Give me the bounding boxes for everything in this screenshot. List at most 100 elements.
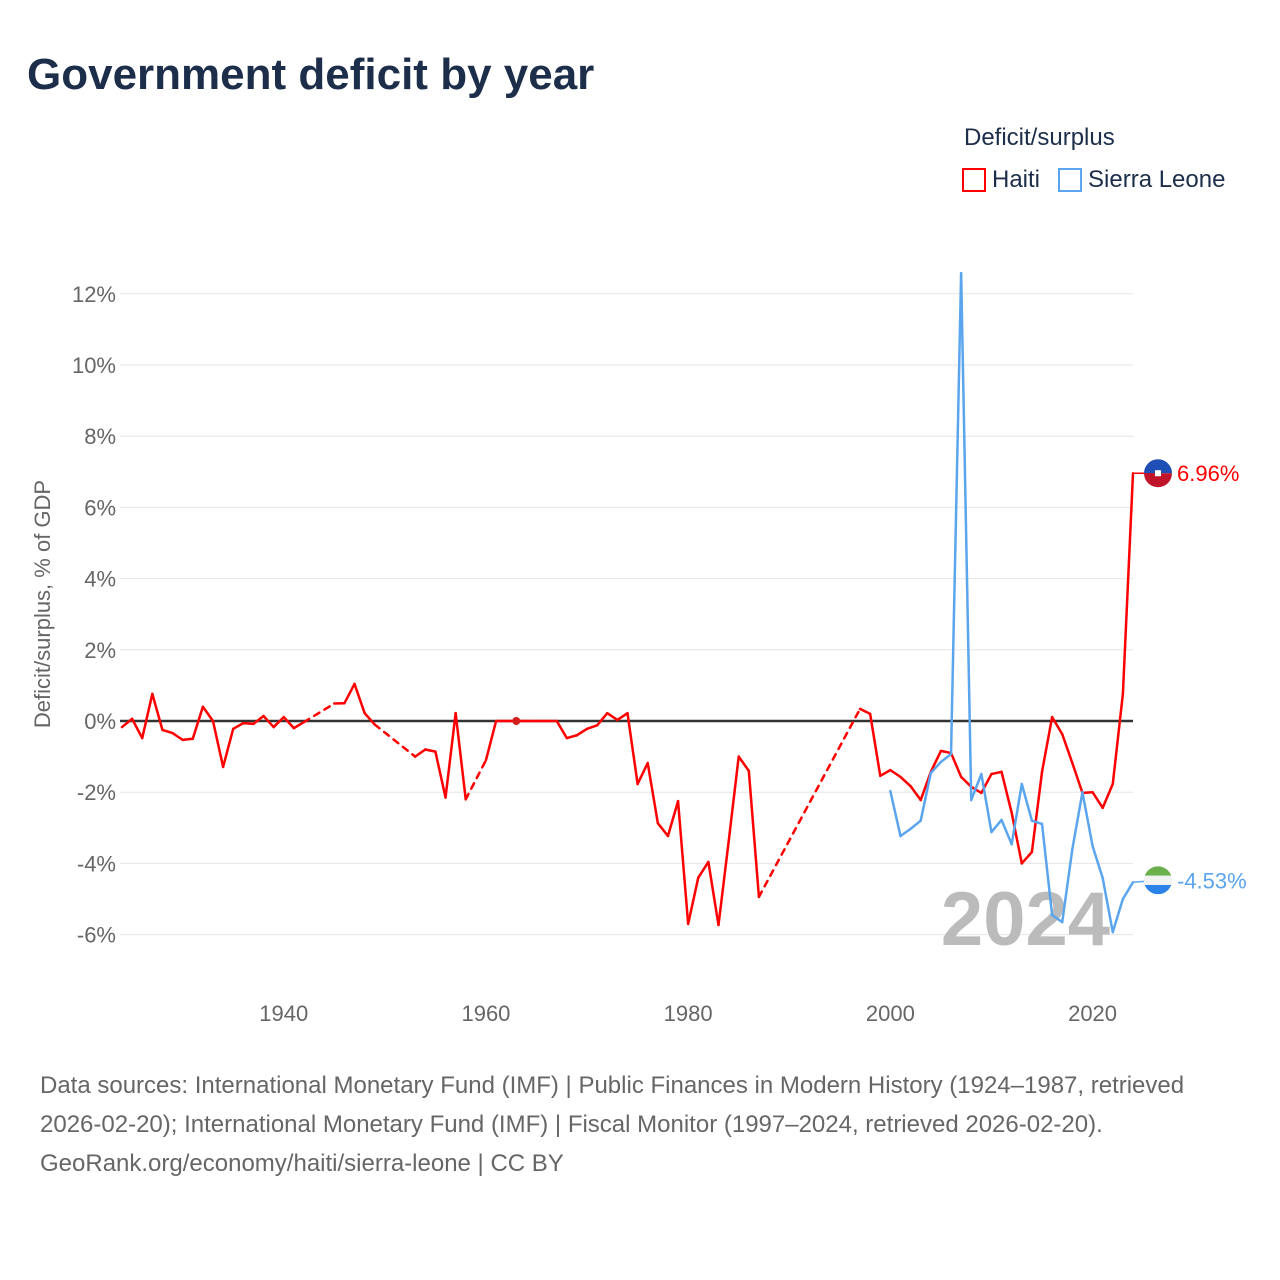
- series-segment-haiti: [413, 748, 427, 758]
- series-segment-haiti: [1050, 715, 1064, 736]
- series-segment-haiti: [595, 711, 609, 727]
- series-segment-haiti: [697, 860, 710, 879]
- y-tick-label: -4%: [77, 851, 116, 876]
- series-segment-sierra-leone: [1111, 897, 1125, 934]
- series-segment-haiti: [565, 733, 579, 740]
- series-segment-haiti: [151, 692, 164, 732]
- series-segment-haiti: [464, 758, 488, 801]
- series-segment-haiti: [444, 711, 457, 799]
- year-watermark: 2024: [941, 877, 1110, 962]
- series-segment-haiti: [868, 712, 882, 778]
- series-segment-haiti: [555, 719, 569, 740]
- x-tick-label: 2000: [866, 1001, 915, 1026]
- series-segment-haiti: [1010, 811, 1024, 865]
- series-segment-haiti: [959, 775, 973, 789]
- series-segment-sierra-leone: [1060, 847, 1074, 924]
- series-segment-haiti: [717, 840, 730, 927]
- series-segment-haiti: [201, 705, 215, 723]
- x-tick-label: 2020: [1068, 1001, 1117, 1026]
- series-segment-haiti: [231, 721, 245, 731]
- series-segment-haiti: [272, 715, 286, 729]
- series-segment-haiti: [161, 728, 174, 735]
- series-segment-haiti: [1101, 782, 1115, 810]
- legend-item-sierra-leone[interactable]: Sierra Leone: [1058, 166, 1225, 194]
- series-segment-sierra-leone: [929, 760, 943, 775]
- end-label-sierra-leone: -4.53%: [1177, 868, 1247, 893]
- series-segment-sierra-leone: [1071, 790, 1084, 851]
- series-segment-sierra-leone: [990, 818, 1003, 834]
- y-tick-label: 8%: [84, 424, 116, 449]
- series-segment-haiti: [949, 751, 963, 779]
- y-tick-label: -6%: [77, 923, 116, 948]
- series-segment-haiti: [899, 775, 912, 788]
- series-segment-haiti: [990, 770, 1003, 776]
- series-segment-haiti: [424, 748, 437, 753]
- x-tick-label: 1980: [664, 1001, 713, 1026]
- series-segment-sierra-leone: [1010, 782, 1024, 846]
- series-segment-haiti: [1060, 732, 1074, 765]
- series-segment-sierra-leone: [1101, 876, 1115, 934]
- flag-haiti-icon: [1144, 459, 1172, 488]
- series-segment-haiti: [302, 702, 336, 724]
- series-segment-sierra-leone: [1000, 818, 1013, 846]
- flag-band: [1144, 473, 1172, 488]
- series-segment-haiti: [575, 727, 589, 737]
- flag-band: [1144, 884, 1172, 895]
- series-segment-haiti: [373, 723, 417, 758]
- series-segment-sierra-leone: [1121, 881, 1135, 901]
- legend: Haiti Sierra Leone: [962, 166, 1225, 194]
- series-segment-haiti: [646, 761, 660, 825]
- series-segment-haiti: [929, 749, 943, 774]
- legend-item-haiti[interactable]: Haiti: [962, 166, 1040, 194]
- series-segment-haiti: [221, 727, 235, 769]
- series-segment-haiti: [666, 799, 680, 838]
- series-segment-haiti: [1000, 770, 1013, 815]
- series-segment-sierra-leone: [959, 271, 973, 802]
- flag-band: [1144, 866, 1172, 876]
- legend-label-haiti: Haiti: [992, 166, 1041, 193]
- series-segment-haiti: [939, 749, 953, 755]
- series-segment-haiti: [636, 761, 649, 786]
- series-segment-haiti: [1040, 715, 1054, 774]
- series-segment-haiti: [1081, 790, 1094, 795]
- series-segment-haiti: [181, 737, 195, 742]
- series-segment-haiti: [909, 784, 922, 802]
- series-segment-haiti: [747, 769, 761, 899]
- series-segment-sierra-leone: [1091, 844, 1104, 880]
- series-segment-haiti: [1121, 471, 1135, 696]
- series-segment-haiti: [252, 714, 265, 726]
- series-segment-haiti: [343, 682, 356, 705]
- series-segment-haiti: [242, 721, 255, 726]
- series-segment-haiti: [282, 715, 296, 730]
- legend-swatch-sierra-leone: [1058, 168, 1083, 192]
- series-segment-haiti: [292, 720, 306, 730]
- series-segment-haiti: [262, 714, 275, 729]
- series-segment-haiti: [858, 707, 872, 716]
- legend-label-sierra-leone: Sierra Leone: [1088, 166, 1226, 193]
- series-segment-haiti: [484, 719, 498, 762]
- chart-title: Government deficit by year: [27, 50, 595, 99]
- series-segment-sierra-leone: [1030, 819, 1044, 826]
- y-tick-label: 0%: [84, 709, 116, 734]
- flag-band: [1144, 459, 1172, 474]
- credit-link[interactable]: GeoRank.org/economy/haiti/sierra-leone |…: [40, 1150, 564, 1177]
- series-segment-haiti: [686, 876, 700, 926]
- y-tick-label: 10%: [72, 353, 116, 378]
- series-segment-sierra-leone: [939, 752, 953, 764]
- series-segment-haiti: [1091, 790, 1104, 810]
- y-tick-label: 4%: [84, 567, 116, 592]
- series-segment-haiti: [585, 724, 599, 731]
- highlight-point: [512, 717, 521, 725]
- series-segment-haiti: [626, 711, 639, 786]
- series-segment-haiti: [727, 755, 740, 844]
- series-segment-haiti: [1030, 770, 1044, 854]
- series-segment-haiti: [171, 731, 184, 742]
- flag-sierra-leone-icon: [1144, 866, 1172, 895]
- flag-emblem: [1155, 470, 1161, 477]
- series-segment-haiti: [707, 860, 720, 927]
- data-sources: Data sources: International Monetary Fun…: [40, 1072, 1185, 1138]
- series-segment-sierra-leone: [969, 772, 983, 802]
- series-segment-sierra-leone: [980, 772, 993, 834]
- series-segment-haiti: [140, 692, 154, 740]
- y-axis-label: Deficit/surplus, % of GDP: [30, 480, 55, 728]
